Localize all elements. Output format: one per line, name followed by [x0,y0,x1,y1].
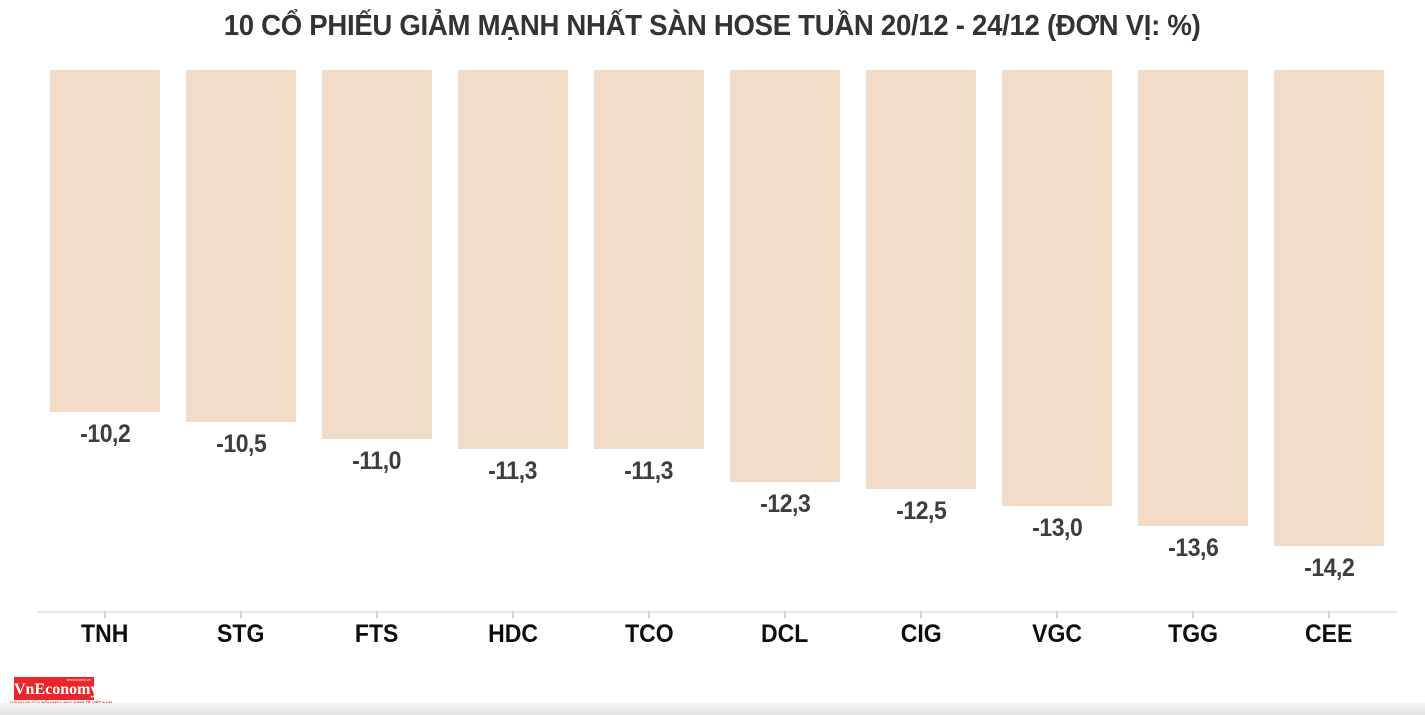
bar-value-label: -13,6 [1123,534,1263,563]
bar-value-label: -11,0 [307,447,447,476]
x-axis-label-tco: TCO [579,620,719,649]
bar-stg [186,70,296,422]
x-axis-label-text: FTS [355,620,399,648]
bar-value-label: -12,3 [715,490,855,519]
chart-title-text: 10 CỔ PHIẾU GIẢM MẠNH NHẤT SÀN HOSE TUẦN… [224,10,1201,42]
bar-cee [1274,70,1384,546]
vneconomy-logo-box: vneconomy.vn VnEconomy [14,677,99,700]
bar-value-text: -12,3 [759,490,811,519]
bar-value-text: -13,6 [1167,533,1219,562]
x-axis-tick [784,611,786,618]
x-axis-label-dcl: DCL [715,620,855,649]
bar-value-label: -11,3 [443,457,583,486]
x-axis-tick [240,611,242,618]
x-axis-label-stg: STG [171,620,311,649]
bar-tnh [50,70,160,412]
bar-value-text: -10,2 [79,419,131,448]
bar-value-text: -13,0 [1031,513,1083,542]
x-axis-tick [648,611,650,618]
x-axis-label-text: CIG [900,620,942,648]
x-axis-tick [376,611,378,618]
logo-top-text: vneconomy.vn [66,678,91,683]
bar-value-label: -12,5 [851,497,991,526]
x-axis-label-text: VGC [1032,620,1082,648]
bar-dcl [730,70,840,483]
bar-fts [322,70,432,439]
x-axis-tick [1192,611,1194,618]
bar-value-label: -10,5 [171,430,311,459]
vneconomy-logo: vneconomy.vn VnEconomy CƠ QUAN CỦA HỘI K… [10,677,112,706]
bar-value-text: -11,0 [352,446,402,475]
bar-value-text: -11,3 [624,456,674,485]
x-axis-tick [104,611,106,618]
x-axis-tick [512,611,514,618]
bar-tgg [1138,70,1248,526]
bar-hdc [458,70,568,449]
x-axis-tick [920,611,922,618]
x-axis-label-text: HDC [488,620,538,648]
x-axis-line [37,611,1397,613]
x-axis-label-hdc: HDC [443,620,583,649]
x-axis-label-text: CEE [1305,620,1353,648]
x-axis-label-fts: FTS [307,620,447,649]
x-axis-tick [1056,611,1058,618]
x-axis-label-text: STG [217,620,265,648]
bar-vgc [1002,70,1112,506]
x-axis-label-text: TCO [624,620,674,648]
x-axis-tick [1328,611,1330,618]
x-axis-label-cig: CIG [851,620,991,649]
x-axis-label-text: TGG [1168,620,1218,648]
bottom-strip [0,703,1425,715]
bar-tco [594,70,704,449]
bar-value-text: -14,2 [1303,553,1355,582]
bar-value-label: -13,0 [987,514,1127,543]
x-axis-label-text: DCL [761,620,809,648]
bar-value-text: -11,3 [488,456,538,485]
bar-cig [866,70,976,489]
chart-title: 10 CỔ PHIẾU GIẢM MẠNH NHẤT SÀN HOSE TUẦN… [0,10,1425,43]
x-axis-label-vgc: VGC [987,620,1127,649]
x-axis-label-tgg: TGG [1123,620,1263,649]
x-axis-label-text: TNH [81,620,129,648]
bar-value-label: -11,3 [579,457,719,486]
bar-value-text: -12,5 [895,496,947,525]
bar-value-label: -14,2 [1259,554,1399,583]
logo-wordmark: VnEconomy [14,681,99,698]
bar-value-label: -10,2 [35,420,175,449]
x-axis-label-tnh: TNH [35,620,175,649]
bar-value-text: -10,5 [215,429,267,458]
x-axis-label-cee: CEE [1259,620,1399,649]
